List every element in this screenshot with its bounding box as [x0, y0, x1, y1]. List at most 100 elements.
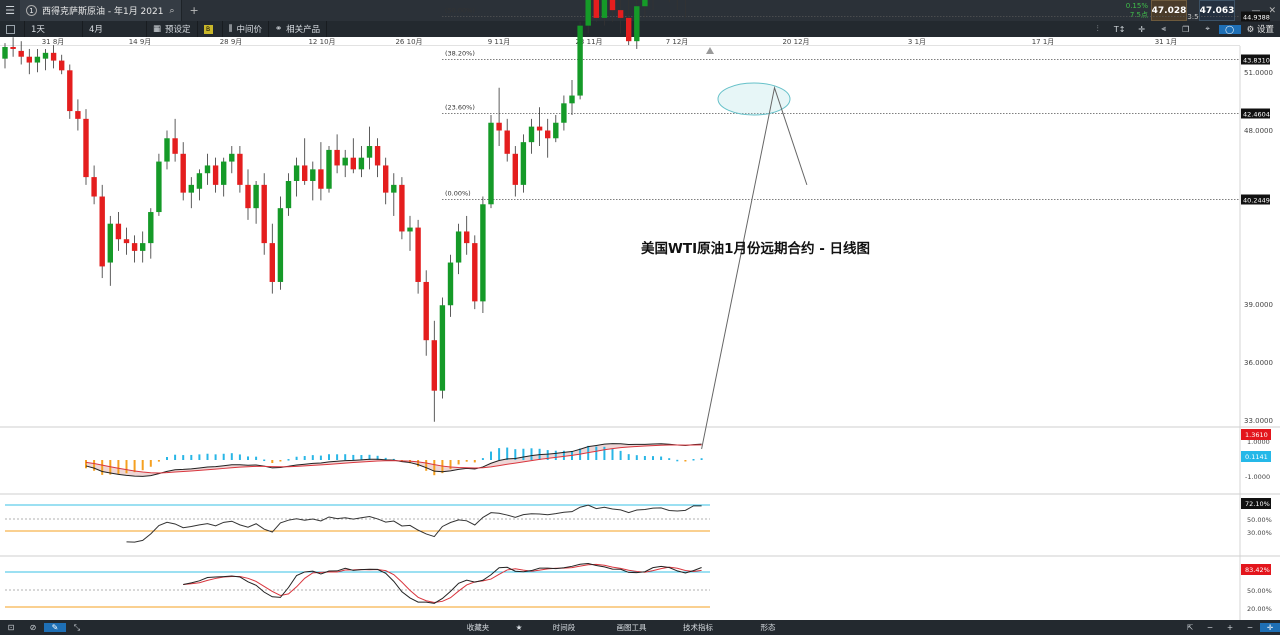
- candle-body: [358, 157, 365, 170]
- expand-icon[interactable]: ✛: [1260, 623, 1280, 632]
- chart-annotation-title[interactable]: 美国WTI原油1月份远期合约 - 日线图: [641, 241, 871, 257]
- macd-histogram-bar: [101, 460, 104, 475]
- favorites-button[interactable]: 收藏夹: [445, 620, 511, 635]
- close-icon[interactable]: ✕: [1268, 5, 1276, 16]
- filter-icon[interactable]: ⫶: [1096, 24, 1099, 33]
- macd-histogram-bar: [635, 455, 638, 460]
- candle-body: [172, 138, 178, 154]
- fib-level-label: (23.60%): [445, 104, 475, 112]
- macd-histogram-bar: [198, 454, 201, 460]
- indicators-button[interactable]: 技术指标: [663, 620, 733, 635]
- indicator-icon[interactable]: ⫷: [1161, 24, 1166, 33]
- related-label: 相关产品: [286, 25, 321, 35]
- candle-body: [237, 153, 243, 185]
- fib-price-tag-label: 40.2449: [1243, 197, 1270, 205]
- macd-histogram-bar: [206, 453, 209, 460]
- scroll-handle-icon[interactable]: [706, 47, 714, 54]
- date-tick-label: 26 10月: [395, 38, 423, 46]
- macd-histogram-bar: [93, 460, 96, 471]
- text-size-icon[interactable]: T↕: [1113, 24, 1126, 34]
- add-tab-icon[interactable]: +: [189, 4, 199, 17]
- range-label: 4月: [89, 25, 103, 35]
- fib-level-label: (0.00%): [445, 190, 471, 198]
- spread-value: 3.5: [1187, 0, 1199, 21]
- time-period-button[interactable]: 时间段: [528, 620, 600, 635]
- shapes-label: 形态: [760, 623, 776, 632]
- macd-histogram-bar: [506, 447, 509, 460]
- interval-selector[interactable]: 1天: [25, 21, 83, 37]
- zoom-out-icon[interactable]: −: [1206, 623, 1214, 632]
- related-products-button[interactable]: ⚭ 相关产品: [269, 21, 328, 37]
- fib-drawing-line[interactable]: [701, 85, 808, 450]
- candle-body: [269, 243, 275, 282]
- search-icon[interactable]: ⌕: [169, 5, 175, 16]
- macd-histogram-bar: [441, 460, 444, 474]
- star-icon[interactable]: ★: [515, 623, 523, 632]
- macd-histogram-bar: [465, 460, 468, 462]
- hide-icon[interactable]: ⊘: [29, 623, 37, 632]
- drawing-tools-button[interactable]: 画图工具: [600, 620, 663, 635]
- minus-icon[interactable]: −: [1246, 623, 1254, 632]
- rsi-value-tag: [1241, 498, 1271, 509]
- reset-icon[interactable]: ⇱: [1186, 623, 1194, 632]
- candle-body: [553, 122, 559, 139]
- layout-button[interactable]: [0, 21, 25, 37]
- macd-histogram-bar: [595, 446, 598, 460]
- candle-body: [26, 56, 32, 63]
- range-selector[interactable]: 4月: [83, 21, 147, 37]
- stoch-tick-label: 50.00%: [1247, 587, 1272, 595]
- cursor-icon[interactable]: ⌖: [1205, 24, 1210, 33]
- date-tick-label: 14 9月: [128, 38, 152, 46]
- stoch-tick-label: 20.00%: [1247, 605, 1272, 613]
- candle-body: [545, 130, 551, 139]
- date-axis: 31 8月 14 9月 28 9月 12 10月 26 10月 9 11月 23 11月 7 …: [0, 37, 1240, 46]
- draw-tools-icon[interactable]: ⤡: [73, 622, 81, 632]
- layout-icon: [6, 24, 15, 34]
- zoom-in-icon[interactable]: +: [1226, 623, 1234, 632]
- macd-histogram-bar: [684, 460, 687, 462]
- macd-histogram-bar: [336, 454, 339, 460]
- tool-toggle-icon[interactable]: ⊡: [7, 623, 15, 632]
- bars-icon: ⫼: [228, 24, 233, 34]
- signal-value-tag-label: 0.1141: [1245, 453, 1268, 461]
- macd-histogram-bar: [263, 459, 266, 462]
- candle-body: [415, 227, 421, 282]
- macd-histogram-bar: [603, 446, 606, 460]
- macd-histogram-bar: [319, 455, 322, 460]
- macd-histogram-bar: [409, 460, 411, 464]
- chart-tab[interactable]: 1 西得克萨斯原油 - 年1月 2021 ⌕: [20, 0, 182, 21]
- candle-body: [180, 153, 186, 193]
- price-type-icon-button[interactable]: B: [198, 21, 223, 37]
- price-tick-label: 33.0000: [1244, 417, 1273, 425]
- shapes-button[interactable]: 形态: [733, 620, 803, 635]
- fib-level-label: (38.20%): [445, 50, 475, 58]
- macd-histogram-bar: [676, 459, 679, 462]
- macd-histogram-bar: [384, 457, 387, 460]
- candle-body: [131, 243, 138, 251]
- pencil-icon[interactable]: ✎: [44, 623, 66, 632]
- menu-icon[interactable]: ☰: [5, 4, 15, 17]
- crosshair-icon[interactable]: ✛: [1138, 24, 1145, 34]
- candle-body: [148, 212, 154, 244]
- minimize-icon[interactable]: —: [1251, 5, 1261, 16]
- target-ellipse[interactable]: [717, 82, 791, 116]
- chart-toolbar: 1天 4月 ▦ 预设定 B ⫼ 中间价 ⚭ 相关产品 ⫶ T↕ ✛ ⫷ ❐ ⌖ ◯ ⚙…: [0, 21, 1280, 37]
- chat-icon[interactable]: ◯: [1218, 24, 1241, 34]
- candle-body: [261, 184, 267, 244]
- sell-price-button[interactable]: 47.028: [1151, 0, 1187, 21]
- candle-body: [561, 103, 567, 123]
- buy-price-button[interactable]: 47.063: [1199, 0, 1235, 21]
- date-tick-label: 12 10月: [308, 38, 336, 46]
- fib-price-tag: [1241, 194, 1270, 205]
- date-tick-label: 7 12月: [665, 38, 689, 46]
- settings-button[interactable]: ⚙ 设置: [1241, 23, 1280, 35]
- preset-button[interactable]: ▦ 预设定: [147, 21, 198, 37]
- midprice-button[interactable]: ⫼ 中间价: [223, 21, 269, 37]
- macd-tick-label: 1.0000: [1247, 438, 1270, 446]
- change-percent: 0.15%: [1125, 1, 1148, 10]
- macd-histogram-bar: [190, 454, 193, 460]
- copy-icon[interactable]: ❐: [1182, 24, 1190, 34]
- macd-histogram-bar: [449, 460, 452, 470]
- macd-histogram-bar: [498, 448, 501, 460]
